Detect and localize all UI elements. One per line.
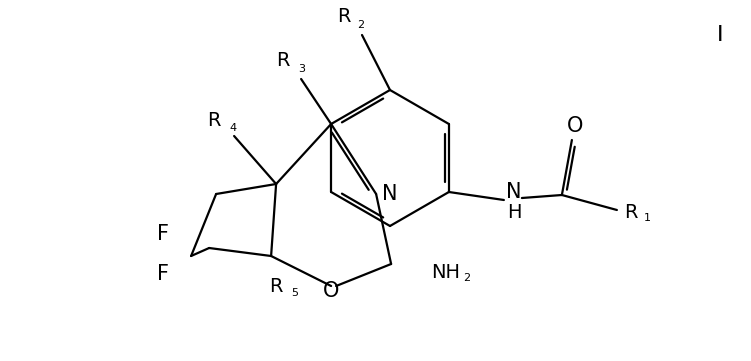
- Text: O: O: [567, 116, 583, 136]
- Text: N: N: [382, 184, 398, 204]
- Text: I: I: [716, 25, 723, 45]
- Text: 1: 1: [644, 213, 651, 223]
- Text: 2: 2: [357, 20, 364, 30]
- Text: R: R: [270, 277, 283, 296]
- Text: NH: NH: [431, 262, 460, 282]
- Text: F: F: [157, 224, 169, 244]
- Text: 3: 3: [298, 64, 305, 74]
- Text: F: F: [157, 264, 169, 284]
- Text: R: R: [624, 203, 638, 222]
- Text: O: O: [323, 281, 339, 301]
- Text: 2: 2: [463, 273, 470, 283]
- Text: 5: 5: [291, 288, 298, 298]
- Text: R: R: [207, 112, 221, 130]
- Text: 4: 4: [229, 123, 237, 133]
- Text: R: R: [276, 52, 290, 70]
- Text: N: N: [506, 182, 522, 202]
- Text: H: H: [507, 203, 521, 222]
- Text: R: R: [337, 8, 351, 26]
